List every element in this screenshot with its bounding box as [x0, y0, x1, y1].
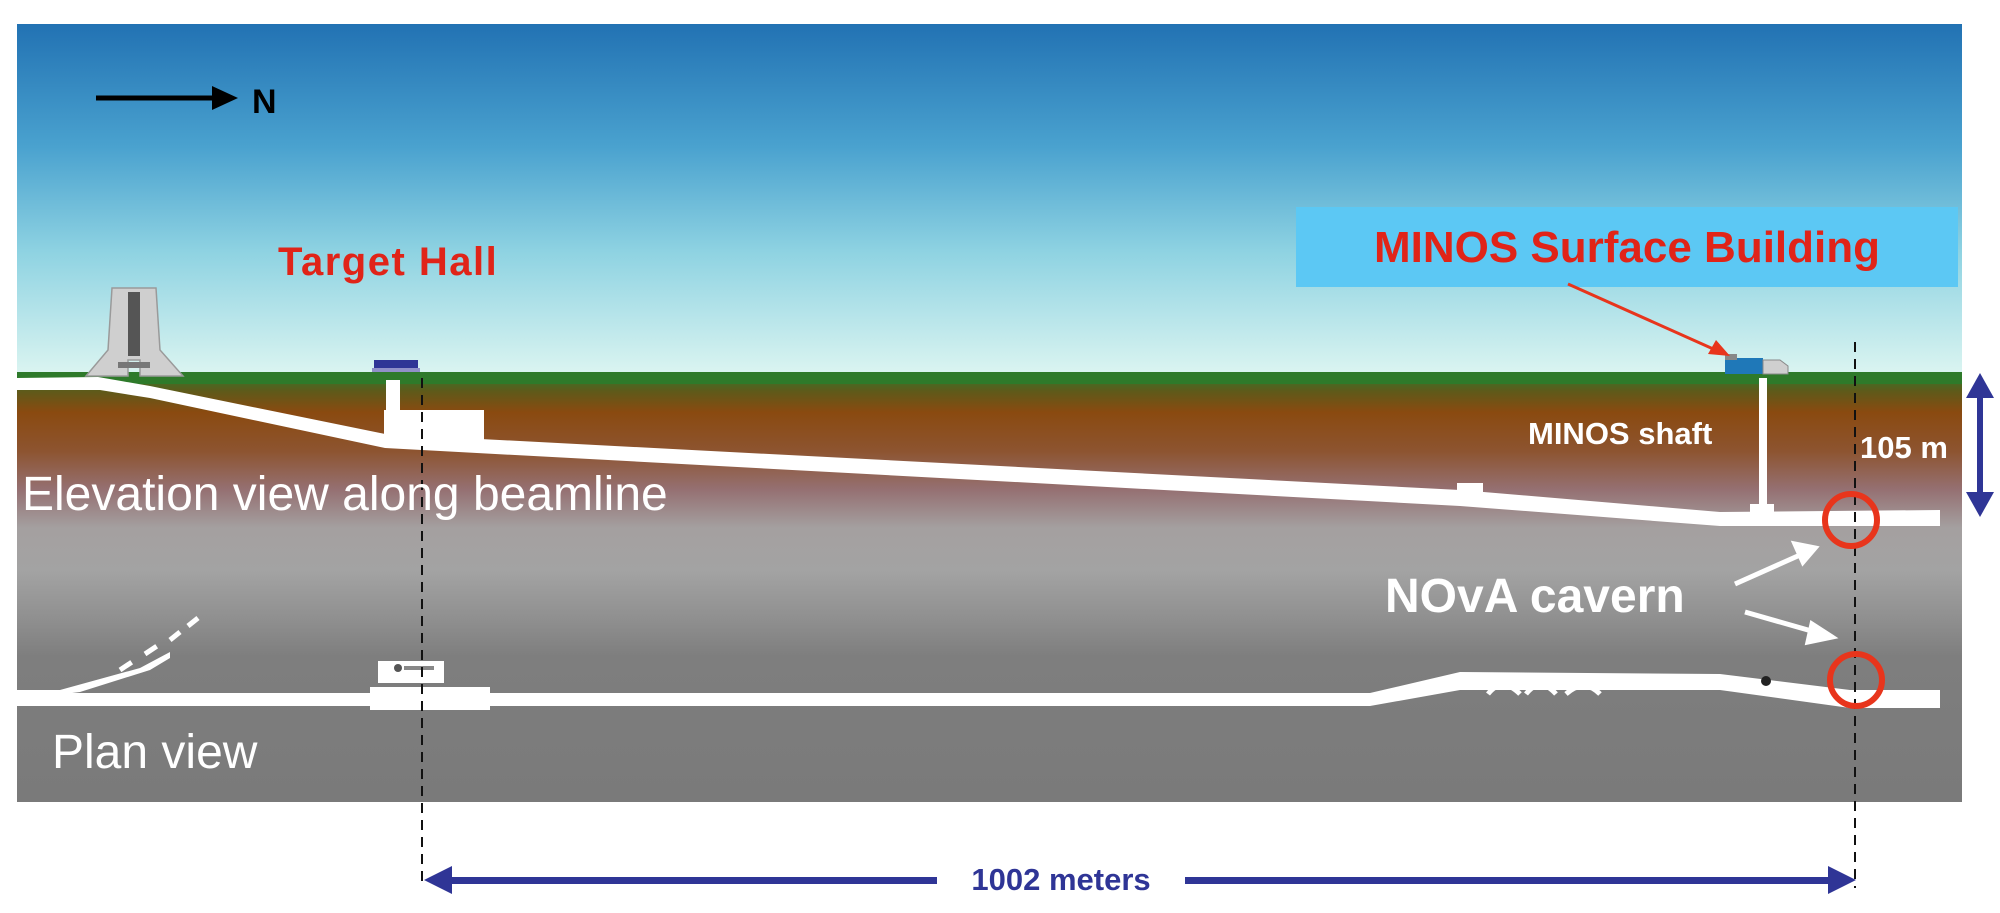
plan-tunnel: [17, 616, 1940, 710]
nova-cavern-arrows: [1733, 540, 1839, 646]
distance-dimension-arrow: [424, 866, 1856, 894]
elevation-view-label: Elevation view along beamline: [22, 468, 668, 521]
distance-label: 1002 meters: [971, 862, 1150, 897]
north-label: N: [252, 83, 277, 121]
target-hall-label: Target Hall: [278, 240, 498, 284]
wilson-hall-icon: [84, 287, 185, 377]
plan-view-label: Plan view: [52, 726, 258, 779]
nova-cavern-plan-marker: [1827, 651, 1885, 709]
minos-building-label: MINOS Surface Building: [1374, 223, 1880, 272]
minos-pointer-arrow: [1567, 282, 1721, 354]
distance-label-box: [937, 848, 1185, 904]
minos-building-icon: [1725, 354, 1789, 375]
depth-dimension-arrow: [1966, 373, 1994, 517]
elevation-tunnel: [17, 377, 1940, 526]
north-arrow-icon: [96, 86, 238, 110]
sky-background: [17, 24, 1962, 376]
nova-cavern-elevation-marker: [1822, 491, 1880, 549]
minos-banner: [1296, 207, 1958, 287]
depth-label: 105 m: [1860, 430, 1948, 465]
minos-shaft-label: MINOS shaft: [1528, 416, 1712, 451]
nova-cavern-label: NOvA cavern: [1385, 570, 1685, 623]
grass-strip: [17, 372, 1962, 384]
ground-background: [17, 374, 1962, 802]
